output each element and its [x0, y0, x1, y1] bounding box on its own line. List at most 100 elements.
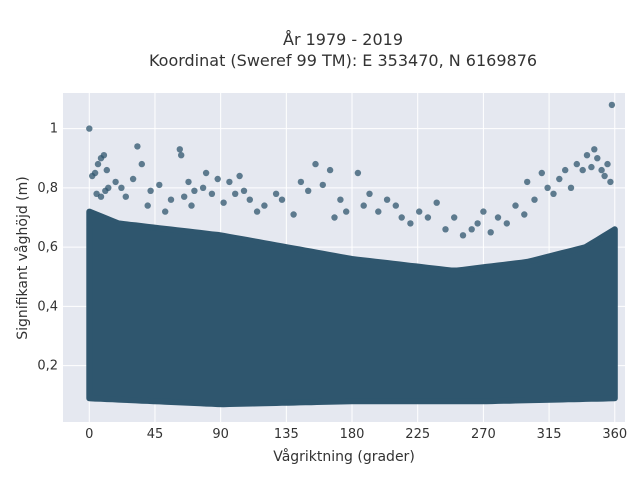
data-point [319, 181, 326, 189]
data-point [503, 220, 510, 227]
data-point [550, 190, 557, 197]
data-point [162, 208, 169, 215]
data-point [442, 226, 449, 233]
data-point [594, 155, 601, 162]
data-point [253, 208, 261, 215]
data-point [188, 202, 195, 209]
data-point [144, 202, 151, 209]
data-point [208, 190, 216, 197]
data-point [297, 178, 305, 186]
data-point [236, 172, 243, 180]
data-point [226, 178, 233, 186]
data-points [86, 101, 616, 239]
data-point [468, 226, 475, 233]
data-point [199, 184, 207, 191]
data-point [487, 229, 494, 236]
y-tick-label: 1 [50, 122, 58, 137]
dense-band-shape [86, 208, 618, 408]
data-point [134, 143, 141, 150]
data-point [531, 196, 538, 203]
x-tick-label: 315 [537, 427, 562, 442]
data-point [337, 196, 344, 203]
data-point [91, 169, 99, 177]
data-point [407, 220, 414, 227]
data-point [494, 214, 502, 221]
data-point [375, 208, 382, 215]
data-point [544, 184, 551, 191]
x-tick-label: 225 [405, 427, 430, 442]
data-point [138, 160, 145, 168]
x-tick-label: 180 [340, 427, 365, 442]
data-point [392, 202, 399, 209]
data-point [176, 146, 183, 153]
data-point [326, 166, 334, 174]
data-point [591, 146, 598, 153]
x-tick-label: 135 [274, 427, 299, 442]
data-point [100, 152, 108, 159]
data-point [480, 208, 487, 215]
x-tick-label: 90 [212, 427, 229, 442]
data-point [156, 181, 163, 189]
data-point [383, 196, 391, 203]
data-point [512, 202, 519, 209]
data-point [246, 196, 253, 203]
data-point [538, 169, 545, 177]
data-point [261, 202, 268, 209]
y-tick-label: 0,4 [37, 299, 58, 314]
data-point [102, 187, 109, 194]
data-point [240, 187, 248, 194]
data-point [312, 160, 319, 168]
x-tick-label: 360 [602, 427, 627, 442]
y-tick-label: 0,6 [37, 240, 58, 255]
data-point [562, 166, 569, 174]
chart-title-line-1: År 1979 - 2019 [283, 30, 403, 49]
data-point [202, 169, 210, 177]
data-point [524, 178, 531, 186]
data-point [474, 220, 481, 227]
chart-title-line-2: Koordinat (Sweref 99 TM): E 353470, N 61… [149, 51, 537, 70]
data-point [97, 193, 105, 200]
data-point [579, 166, 586, 174]
data-point [122, 193, 129, 200]
data-point [185, 178, 192, 186]
x-tick-label: 270 [471, 427, 496, 442]
data-point [607, 178, 614, 186]
x-tick-label: 0 [85, 427, 93, 442]
data-point [331, 214, 338, 221]
y-tick-label: 0,8 [37, 181, 58, 196]
data-point [588, 163, 595, 171]
tick-labels: 0 45 90 135 180 225 270 315 360 0,2 0,4 0,6 0,8 1 [37, 122, 627, 442]
data-point [103, 166, 111, 174]
data-point [583, 152, 591, 159]
data-point [214, 175, 221, 183]
data-point [167, 196, 175, 203]
data-point [424, 214, 432, 221]
data-point [220, 199, 227, 206]
data-point [598, 166, 605, 174]
data-point [416, 208, 423, 215]
y-axis-title: Signifikant våghöjd (m) [14, 176, 31, 339]
data-point [433, 199, 440, 206]
data-point [272, 190, 280, 197]
data-point [366, 190, 373, 197]
data-point [343, 208, 350, 215]
data-point [147, 187, 154, 194]
data-point [112, 178, 119, 186]
y-tick-label: 0,2 [37, 359, 58, 374]
data-point [608, 101, 616, 109]
data-point [129, 175, 137, 183]
data-point [94, 160, 102, 168]
x-tick-label: 45 [147, 427, 164, 442]
data-point [604, 160, 611, 168]
data-point [360, 202, 367, 209]
data-point [86, 125, 93, 132]
data-point [601, 172, 608, 180]
dense-point-band [86, 208, 618, 408]
data-point [118, 184, 125, 191]
data-point [459, 232, 467, 239]
data-point [290, 211, 297, 218]
data-point [232, 190, 239, 197]
data-point [181, 193, 188, 200]
data-point [191, 187, 198, 194]
